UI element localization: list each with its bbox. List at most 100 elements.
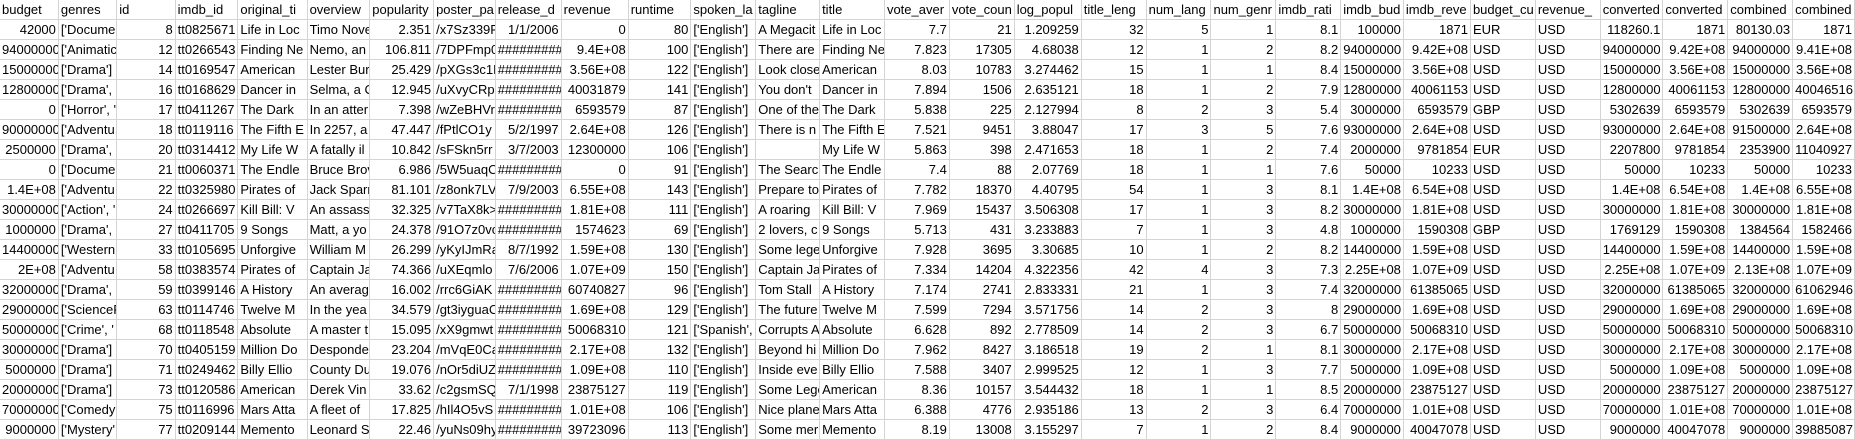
cell-spoken-languages[interactable]: ['English'] (690, 179, 757, 200)
cell-revenue-currency[interactable]: USD (1535, 359, 1601, 380)
cell-id[interactable]: 18 (116, 119, 176, 140)
cell-title-length[interactable]: 17 (1081, 119, 1147, 140)
cell-runtime[interactable]: 110 (628, 359, 692, 380)
cell-runtime[interactable]: 121 (628, 319, 692, 340)
cell-poster-path[interactable]: /pXGs3c1E (433, 59, 496, 80)
cell-log-popularity[interactable]: 3.155297 (1014, 419, 1082, 440)
cell-vote-count[interactable]: 15437 (949, 199, 1015, 220)
cell-combined-budget[interactable]: 12800000 (1727, 79, 1794, 100)
cell-combined-budget[interactable]: 50000 (1727, 159, 1794, 180)
cell-imdb-revenue[interactable]: 10233 (1403, 159, 1471, 180)
cell-converted-budget[interactable]: 50000 (1600, 159, 1664, 180)
cell-log-popularity[interactable]: 3.506308 (1014, 199, 1082, 220)
cell-num-languages[interactable]: 2 (1146, 339, 1212, 360)
cell-poster-path[interactable]: /uXEqmlo (433, 259, 496, 280)
cell-title[interactable]: Finding Ne (819, 39, 885, 60)
cell-imdb-rating[interactable]: 8.2 (1275, 39, 1342, 60)
cell-converted-budget[interactable]: 2207800 (1600, 139, 1664, 160)
cell-poster-path[interactable]: /xX9gmwt (433, 319, 496, 340)
cell-runtime[interactable]: 100 (628, 39, 692, 60)
cell-combined-revenue[interactable]: 2.64E+08 (1792, 119, 1855, 140)
cell-log-popularity[interactable]: 3.186518 (1014, 339, 1082, 360)
cell-imdb-id[interactable]: tt0168629 (175, 79, 239, 100)
cell-budget-currency[interactable]: USD (1470, 379, 1536, 400)
cell-original-title[interactable]: Pirates of (237, 179, 308, 200)
cell-title-length[interactable]: 54 (1081, 179, 1147, 200)
cell-num-languages[interactable]: 2 (1146, 299, 1212, 320)
cell-budget[interactable]: 32000000 (0, 279, 59, 300)
cell-spoken-languages[interactable]: ['English'] (690, 139, 757, 160)
cell-popularity[interactable]: 81.101 (369, 179, 435, 200)
cell-converted-revenue[interactable]: 1871 (1662, 19, 1729, 40)
cell-id[interactable]: 20 (116, 139, 176, 160)
cell-vote-count[interactable]: 7294 (949, 299, 1015, 320)
cell-budget-currency[interactable]: EUR (1470, 19, 1536, 40)
cell-revenue-currency[interactable]: USD (1535, 19, 1601, 40)
cell-combined-revenue[interactable]: 3.56E+08 (1792, 59, 1855, 80)
cell-imdb-budget[interactable]: 30000000 (1340, 199, 1404, 220)
cell-budget-currency[interactable]: GBP (1470, 99, 1536, 120)
cell-log-popularity[interactable]: 3.544432 (1014, 379, 1082, 400)
cell-tagline[interactable]: Inside eve (755, 359, 821, 380)
cell-log-popularity[interactable]: 2.127994 (1014, 99, 1082, 120)
cell-imdb-budget[interactable]: 3000000 (1340, 99, 1404, 120)
cell-num-languages[interactable]: 1 (1146, 199, 1212, 220)
cell-converted-budget[interactable]: 94000000 (1600, 39, 1664, 60)
cell-num-genres[interactable]: 3 (1210, 319, 1277, 340)
cell-title-length[interactable]: 14 (1081, 299, 1147, 320)
cell-imdb-rating[interactable]: 7.4 (1275, 139, 1342, 160)
cell-spoken-languages[interactable]: ['English'] (690, 279, 757, 300)
cell-tagline[interactable]: Corrupts A (755, 319, 821, 340)
cell-vote-count[interactable]: 10783 (949, 59, 1015, 80)
cell-budget[interactable]: 30000000 (0, 199, 59, 220)
cell-num-languages[interactable]: 3 (1146, 119, 1212, 140)
cell-runtime[interactable]: 106 (628, 139, 692, 160)
cell-num-languages[interactable]: 4 (1146, 259, 1212, 280)
cell-overview[interactable]: Derek Vin (307, 379, 371, 400)
cell-converted-revenue[interactable]: 1.01E+08 (1662, 399, 1729, 420)
cell-id[interactable]: 12 (116, 39, 176, 60)
cell-converted-budget[interactable]: 29000000 (1600, 299, 1664, 320)
cell-converted-budget[interactable]: 93000000 (1600, 119, 1664, 140)
cell-num-languages[interactable]: 2 (1146, 319, 1212, 340)
cell-imdb-budget[interactable]: 15000000 (1340, 59, 1404, 80)
cell-title[interactable]: Absolute (819, 319, 885, 340)
cell-runtime[interactable]: 80 (628, 19, 692, 40)
column-header-spoken-languages[interactable]: spoken_la (690, 0, 757, 20)
cell-imdb-rating[interactable]: 8.4 (1275, 59, 1342, 80)
cell-combined-revenue[interactable]: 40046516 (1792, 79, 1855, 100)
cell-original-title[interactable]: Dancer in (237, 79, 308, 100)
cell-budget[interactable]: 29000000 (0, 299, 59, 320)
cell-budget-currency[interactable]: USD (1470, 39, 1536, 60)
cell-budget-currency[interactable]: USD (1470, 259, 1536, 280)
cell-genres[interactable]: ['Drama', ' (58, 279, 118, 300)
cell-tagline[interactable]: Some mer (755, 419, 821, 440)
cell-imdb-rating[interactable]: 7.3 (1275, 259, 1342, 280)
cell-release-date[interactable]: 7/9/2003 (495, 179, 562, 200)
cell-id[interactable]: 22 (116, 179, 176, 200)
cell-converted-budget[interactable]: 20000000 (1600, 379, 1664, 400)
cell-revenue-currency[interactable]: USD (1535, 219, 1601, 240)
column-header-popularity[interactable]: popularity (369, 0, 435, 20)
cell-vote-average[interactable]: 5.713 (884, 219, 950, 240)
cell-title[interactable]: The Endle (819, 159, 885, 180)
cell-vote-average[interactable]: 7.7 (884, 19, 950, 40)
cell-revenue-currency[interactable]: USD (1535, 379, 1601, 400)
cell-num-genres[interactable]: 1 (1210, 19, 1277, 40)
cell-converted-budget[interactable]: 118260.1 (1600, 19, 1664, 40)
cell-vote-average[interactable]: 7.588 (884, 359, 950, 380)
cell-tagline[interactable]: 2 lovers, c (755, 219, 821, 240)
cell-combined-revenue[interactable]: 1582466 (1792, 219, 1855, 240)
cell-tagline[interactable]: Prepare to (755, 179, 821, 200)
cell-popularity[interactable]: 10.842 (369, 139, 435, 160)
cell-converted-budget[interactable]: 1.4E+08 (1600, 179, 1664, 200)
cell-num-languages[interactable]: 1 (1146, 419, 1212, 440)
cell-vote-average[interactable]: 7.928 (884, 239, 950, 260)
cell-runtime[interactable]: 126 (628, 119, 692, 140)
cell-popularity[interactable]: 12.945 (369, 79, 435, 100)
cell-vote-average[interactable]: 7.334 (884, 259, 950, 280)
cell-imdb-budget[interactable]: 32000000 (1340, 279, 1404, 300)
cell-revenue-currency[interactable]: USD (1535, 39, 1601, 60)
cell-revenue[interactable]: 1.69E+08 (561, 299, 629, 320)
cell-genres[interactable]: ['Drama'] (58, 359, 118, 380)
